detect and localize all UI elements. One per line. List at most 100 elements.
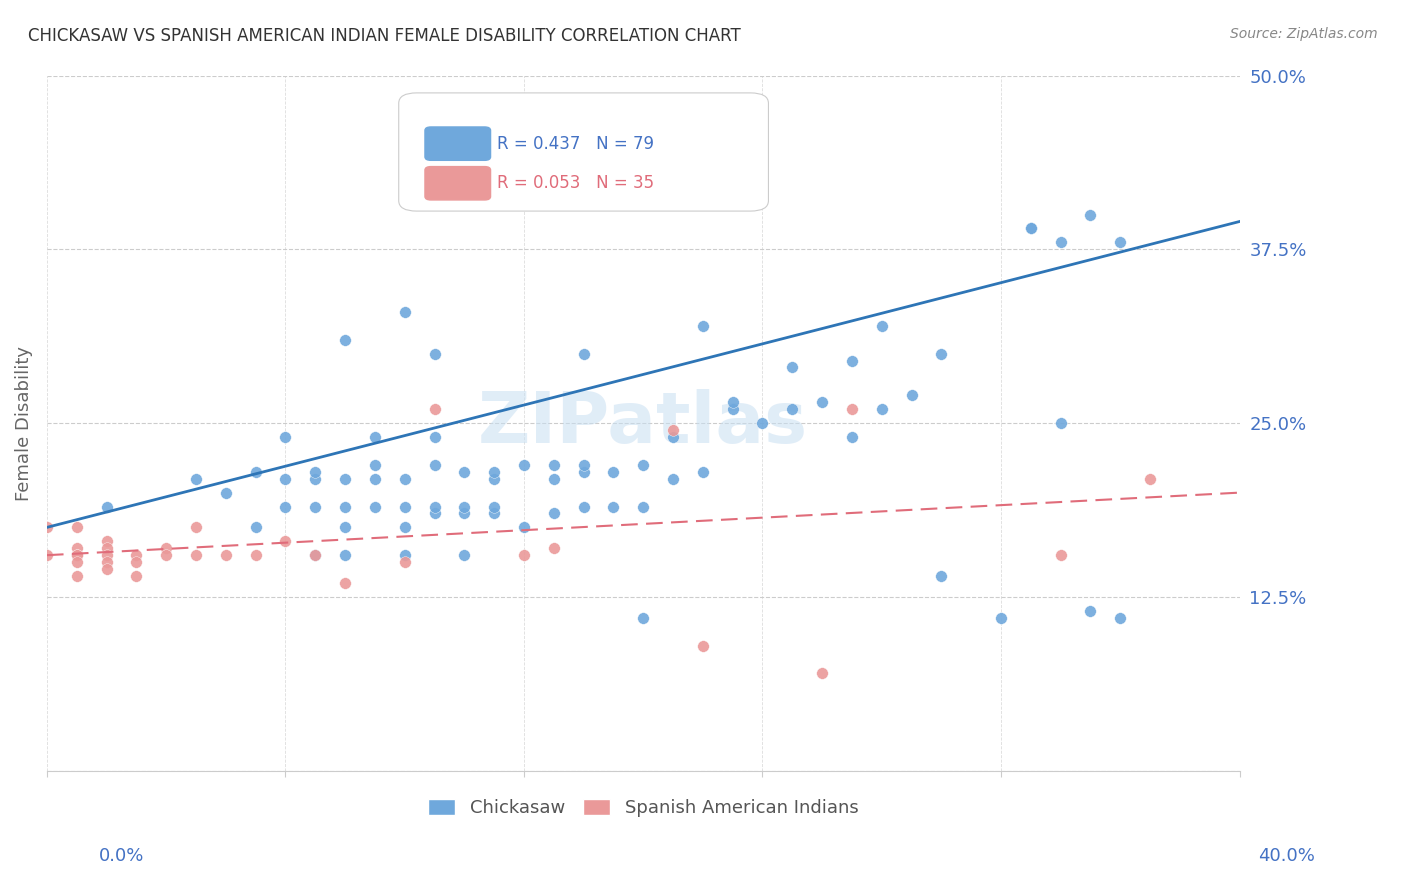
Point — [394, 305, 416, 319]
Point — [66, 555, 89, 569]
Point — [572, 500, 595, 514]
Point — [394, 520, 416, 534]
Point — [96, 500, 118, 514]
Point — [782, 360, 804, 375]
Text: 0.0%: 0.0% — [98, 847, 143, 865]
Point — [125, 569, 148, 583]
Point — [751, 416, 773, 430]
Point — [274, 430, 297, 444]
Point — [841, 402, 863, 417]
Y-axis label: Female Disability: Female Disability — [15, 345, 32, 500]
Point — [304, 500, 326, 514]
Point — [274, 472, 297, 486]
Point — [423, 500, 446, 514]
Point — [1049, 416, 1071, 430]
Point — [333, 520, 356, 534]
Point — [931, 569, 953, 583]
Point — [245, 548, 267, 562]
Point — [453, 507, 475, 521]
Point — [364, 500, 387, 514]
Point — [811, 395, 834, 409]
Point — [721, 402, 744, 417]
Point — [631, 458, 654, 472]
Point — [900, 388, 922, 402]
Text: 40.0%: 40.0% — [1258, 847, 1315, 865]
Point — [364, 430, 387, 444]
Point — [364, 472, 387, 486]
Point — [1139, 472, 1161, 486]
Point — [662, 423, 685, 437]
Point — [333, 472, 356, 486]
FancyBboxPatch shape — [425, 167, 491, 200]
Point — [274, 534, 297, 549]
Point — [66, 520, 89, 534]
Point — [35, 520, 58, 534]
Point — [125, 555, 148, 569]
Point — [1109, 235, 1132, 250]
Point — [1080, 604, 1102, 618]
Point — [215, 548, 238, 562]
Point — [870, 318, 893, 333]
Point — [274, 500, 297, 514]
Point — [394, 472, 416, 486]
Point — [333, 548, 356, 562]
Point — [333, 576, 356, 591]
Text: Source: ZipAtlas.com: Source: ZipAtlas.com — [1230, 27, 1378, 41]
Point — [841, 353, 863, 368]
Point — [572, 346, 595, 360]
Point — [1019, 221, 1042, 235]
Point — [543, 541, 565, 556]
Point — [304, 548, 326, 562]
Point — [572, 465, 595, 479]
Point — [364, 458, 387, 472]
Point — [66, 541, 89, 556]
Point — [125, 548, 148, 562]
FancyBboxPatch shape — [399, 93, 769, 211]
Point — [215, 485, 238, 500]
Point — [662, 472, 685, 486]
Text: R = 0.053   N = 35: R = 0.053 N = 35 — [496, 174, 654, 193]
Point — [184, 472, 207, 486]
Point — [453, 548, 475, 562]
Point — [96, 562, 118, 576]
Point — [394, 500, 416, 514]
Point — [482, 500, 505, 514]
Point — [35, 548, 58, 562]
Point — [543, 507, 565, 521]
Point — [631, 500, 654, 514]
Point — [333, 333, 356, 347]
FancyBboxPatch shape — [425, 127, 491, 161]
Point — [1049, 235, 1071, 250]
Point — [423, 430, 446, 444]
Point — [1109, 611, 1132, 625]
Point — [513, 548, 536, 562]
Point — [423, 346, 446, 360]
Point — [482, 507, 505, 521]
Point — [631, 611, 654, 625]
Point — [811, 666, 834, 681]
Point — [304, 548, 326, 562]
Point — [602, 500, 624, 514]
Point — [394, 555, 416, 569]
Point — [184, 520, 207, 534]
Point — [155, 548, 177, 562]
Point — [1049, 548, 1071, 562]
Point — [513, 458, 536, 472]
Point — [394, 548, 416, 562]
Point — [96, 534, 118, 549]
Point — [782, 402, 804, 417]
Point — [453, 500, 475, 514]
Point — [870, 402, 893, 417]
Point — [453, 465, 475, 479]
Text: ZIPatlas: ZIPatlas — [478, 389, 808, 458]
Point — [1019, 221, 1042, 235]
Point — [692, 465, 714, 479]
Point — [692, 639, 714, 653]
Point — [990, 611, 1012, 625]
Point — [692, 318, 714, 333]
Point — [245, 520, 267, 534]
Text: CHICKASAW VS SPANISH AMERICAN INDIAN FEMALE DISABILITY CORRELATION CHART: CHICKASAW VS SPANISH AMERICAN INDIAN FEM… — [28, 27, 741, 45]
Point — [662, 430, 685, 444]
Point — [96, 541, 118, 556]
Point — [66, 569, 89, 583]
